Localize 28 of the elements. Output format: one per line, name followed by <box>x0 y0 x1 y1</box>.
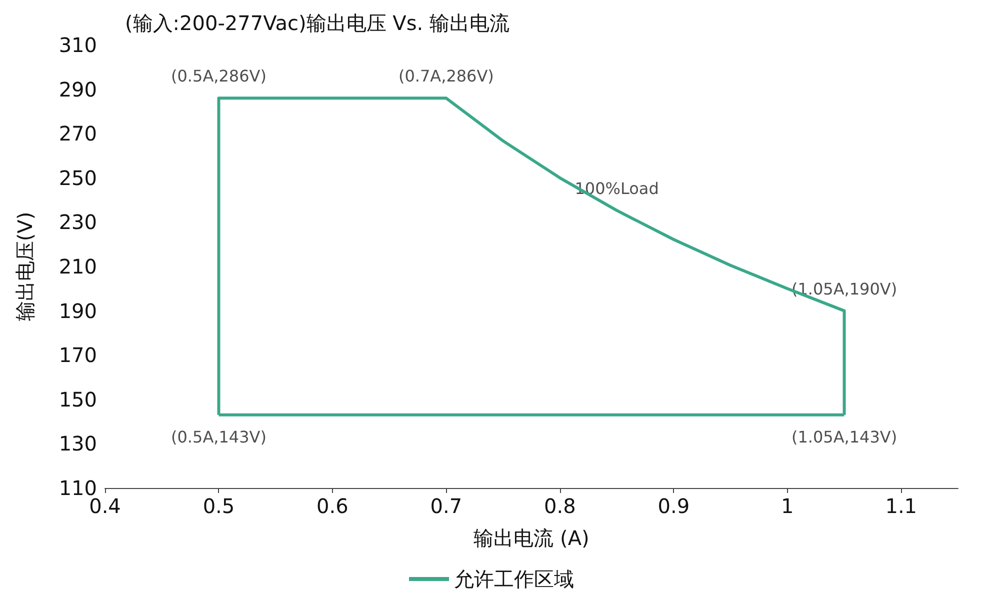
legend-label: 允许工作区域 <box>454 567 574 591</box>
x-tick-label: 0.4 <box>89 494 121 518</box>
y-tick-label: 190 <box>58 298 97 323</box>
y-axis-title: 输出电压(V) <box>13 212 37 322</box>
annotation: (0.7A,286V) <box>398 66 494 86</box>
y-tick-label: 170 <box>58 343 97 368</box>
annotation: 100%Load <box>574 178 659 198</box>
x-tick-label: 0.9 <box>658 494 690 518</box>
y-tick-label: 290 <box>58 77 97 102</box>
annotation: (1.05A,190V) <box>791 279 898 298</box>
x-tick-label: 0.8 <box>544 494 576 518</box>
x-tick-label: 1.1 <box>885 494 918 518</box>
x-axis-title: 输出电流 (A) <box>474 526 590 550</box>
chart-title: (输入:200-277Vac)输出电压 Vs. 输出电流 <box>125 11 510 35</box>
y-tick-label: 310 <box>58 33 97 57</box>
y-tick-label: 210 <box>58 254 97 278</box>
annotation: (0.5A,143V) <box>171 427 266 446</box>
y-tick-label: 230 <box>58 210 97 234</box>
y-tick-label: 250 <box>58 166 97 190</box>
x-tick-label: 0.6 <box>316 494 348 518</box>
x-tick-label: 1 <box>781 494 794 518</box>
annotation: (0.5A,286V) <box>171 66 266 86</box>
y-tick-label: 150 <box>58 387 97 412</box>
y-tick-label: 130 <box>58 432 97 456</box>
annotation: (1.05A,143V) <box>791 427 898 446</box>
x-tick-label: 0.5 <box>202 494 235 518</box>
y-tick-label: 270 <box>58 122 97 146</box>
x-tick-label: 0.7 <box>430 494 462 518</box>
